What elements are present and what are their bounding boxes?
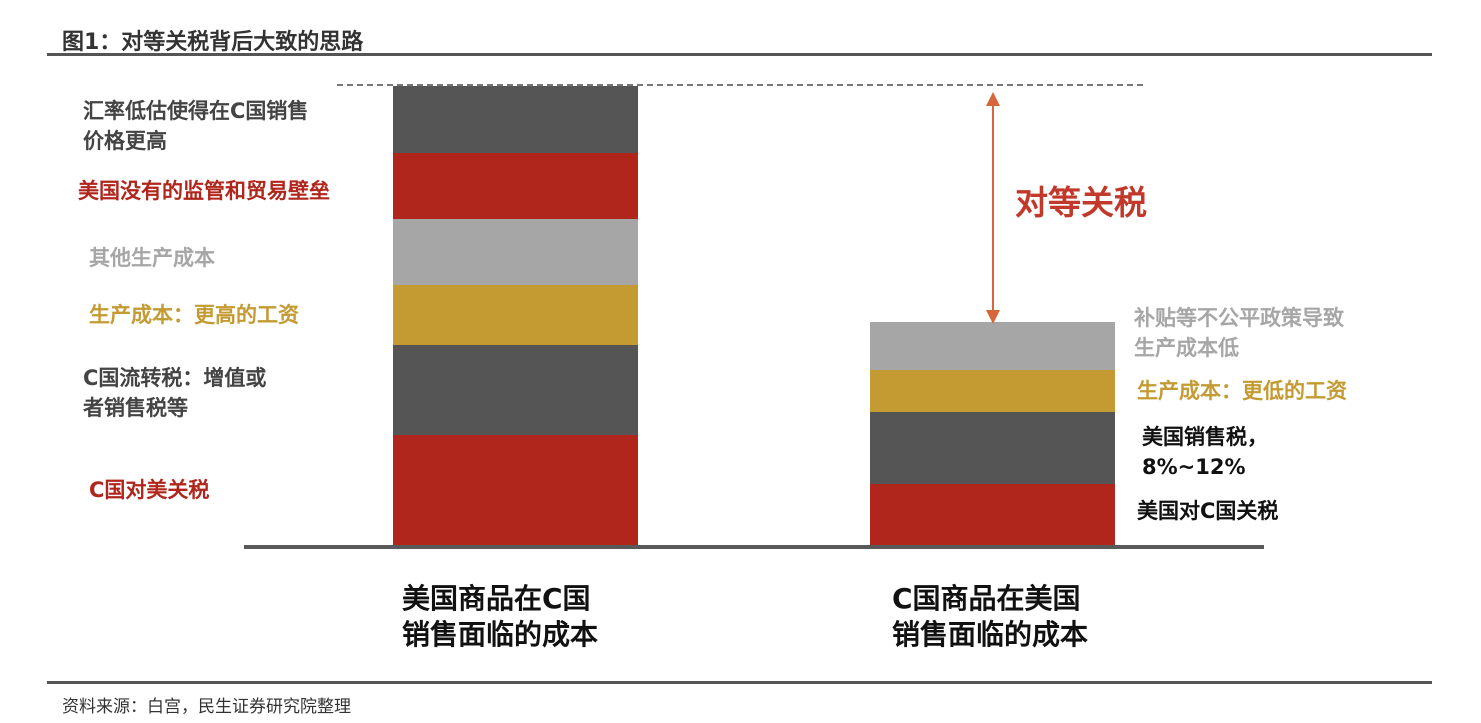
label-wage-high: 生产成本：更高的工资 bbox=[89, 303, 299, 327]
right-seg-tariff bbox=[870, 484, 1115, 546]
right-caption-line2: 销售面临的成本 bbox=[892, 618, 1089, 651]
label-fx-line1: 汇率低估使得在C国销售 bbox=[83, 99, 309, 123]
left-seg-other-cost bbox=[393, 219, 638, 285]
source-note: 资料来源：白宫，民生证券研究院整理 bbox=[62, 697, 351, 717]
left-caption-line2: 销售面临的成本 bbox=[402, 618, 599, 651]
label-c-tariff: C国对美关税 bbox=[89, 478, 210, 502]
right-seg-wage bbox=[870, 370, 1115, 412]
left-seg-vat bbox=[393, 345, 638, 435]
top-rule bbox=[47, 53, 1432, 56]
chart-baseline bbox=[244, 545, 1264, 549]
left-seg-fx bbox=[393, 86, 638, 153]
label-subsidy-line2: 生产成本低 bbox=[1134, 336, 1239, 360]
double-arrow-icon bbox=[986, 92, 1000, 324]
left-seg-tariff bbox=[393, 435, 638, 546]
left-seg-regulation bbox=[393, 153, 638, 219]
bottom-rule bbox=[47, 681, 1432, 684]
label-vat-line1: C国流转税：增值或 bbox=[83, 366, 267, 390]
right-caption-line1: C国商品在美国 bbox=[892, 582, 1081, 615]
label-other-cost: 其他生产成本 bbox=[89, 246, 215, 270]
figure-title: 图1：对等关税背后大致的思路 bbox=[62, 30, 364, 55]
left-caption-line1: 美国商品在C国 bbox=[402, 582, 591, 615]
label-subsidy-line1: 补贴等不公平政策导致 bbox=[1134, 306, 1344, 330]
reciprocal-tariff-label: 对等关税 bbox=[1015, 183, 1147, 222]
label-us-tariff: 美国对C国关税 bbox=[1137, 499, 1279, 523]
left-seg-wage bbox=[393, 285, 638, 345]
label-sales-tax-line1: 美国销售税， bbox=[1142, 425, 1268, 449]
label-vat-line2: 者销售税等 bbox=[83, 396, 188, 420]
label-wage-low: 生产成本：更低的工资 bbox=[1137, 379, 1347, 403]
reference-dashed-line bbox=[337, 84, 1143, 86]
label-sales-tax-line2: 8%~12% bbox=[1142, 455, 1246, 479]
right-seg-sales-tax bbox=[870, 412, 1115, 484]
label-fx-line2: 价格更高 bbox=[83, 129, 167, 153]
right-seg-subsidy bbox=[870, 322, 1115, 370]
label-regulation: 美国没有的监管和贸易壁垒 bbox=[78, 179, 330, 203]
